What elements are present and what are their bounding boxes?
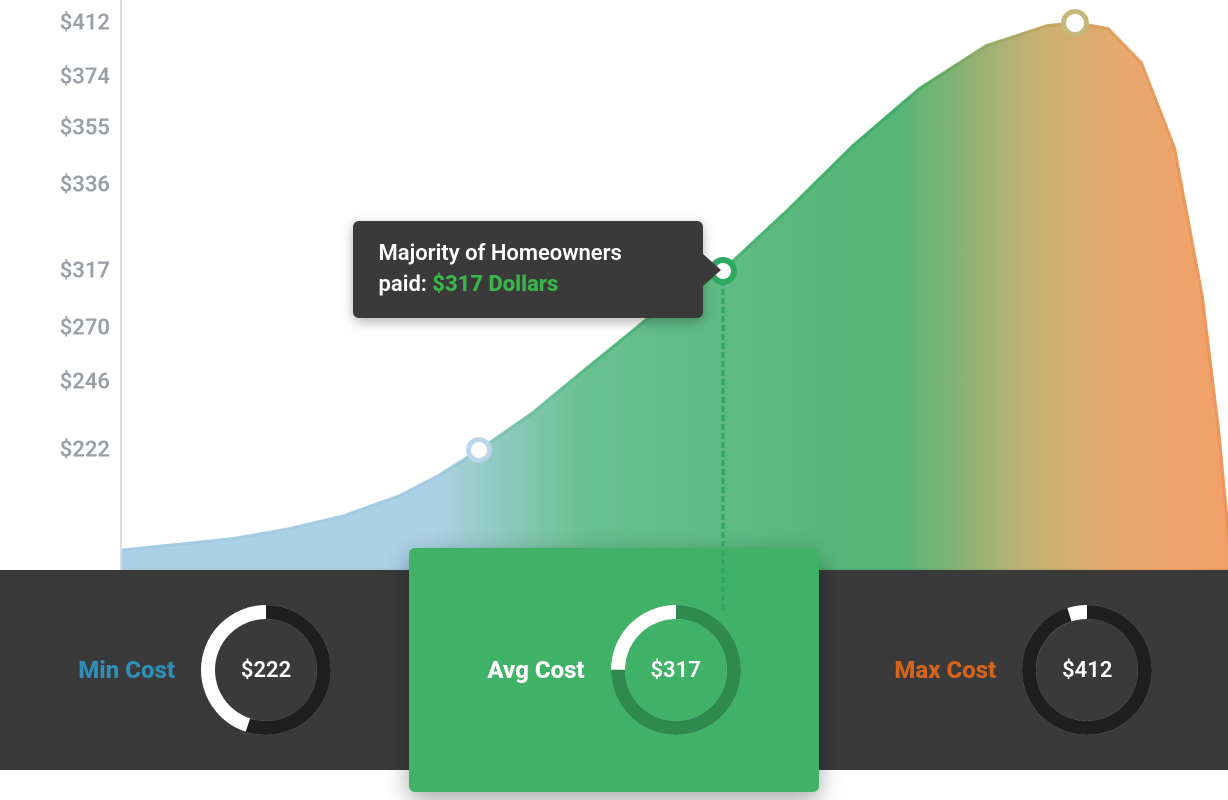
chart-area: $412 $374 $355 $336 $317 $270 $246 $222 Majorit… — [0, 0, 1228, 570]
y-tick-label: $246 — [0, 369, 110, 394]
min-cost-value: $222 — [201, 605, 331, 735]
max-cost-value: $412 — [1022, 605, 1152, 735]
min-cost-card: Min Cost $222 — [0, 570, 409, 770]
tooltip-line2: paid: $317 Dollars — [379, 270, 677, 301]
y-tick-label: $336 — [0, 173, 110, 198]
tooltip-line1: Majority of Homeowners — [379, 239, 677, 270]
plot-region: Majority of Homeowners paid: $317 Dollar… — [120, 0, 1228, 570]
tooltip-arrow-icon — [703, 254, 721, 286]
avg-cost-label: Avg Cost — [487, 656, 584, 684]
min-marker — [466, 437, 492, 463]
y-tick-label: $355 — [0, 116, 110, 141]
y-tick-label: $412 — [0, 10, 110, 35]
avg-donut: $317 — [611, 605, 741, 735]
tooltip-prefix: paid: — [379, 272, 433, 297]
max-donut: $412 — [1022, 605, 1152, 735]
y-tick-label: $374 — [0, 64, 110, 89]
tooltip-value: $317 Dollars — [432, 272, 558, 297]
avg-dashed-line — [721, 271, 724, 610]
summary-cards: Min Cost $222 Avg Cost $317 Max Cost $412 — [0, 570, 1228, 770]
max-cost-card: Max Cost $412 — [819, 570, 1228, 770]
avg-cost-card: Avg Cost $317 — [409, 548, 818, 792]
max-marker — [1061, 9, 1089, 37]
min-cost-label: Min Cost — [78, 656, 175, 684]
max-cost-label: Max Cost — [894, 656, 996, 684]
avg-tooltip: Majority of Homeowners paid: $317 Dollar… — [353, 221, 703, 319]
y-tick-label: $317 — [0, 258, 110, 283]
cost-chart-widget: $412 $374 $355 $336 $317 $270 $246 $222 Majorit… — [0, 0, 1228, 800]
y-axis-labels: $412 $374 $355 $336 $317 $270 $246 $222 — [0, 0, 120, 560]
min-donut: $222 — [201, 605, 331, 735]
y-tick-label: $222 — [0, 438, 110, 463]
avg-cost-value: $317 — [611, 605, 741, 735]
y-tick-label: $270 — [0, 315, 110, 340]
